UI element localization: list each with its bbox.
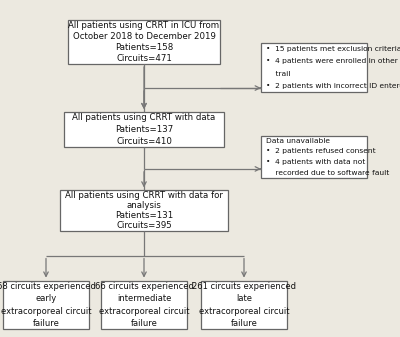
- Text: 261 circuits experienced: 261 circuits experienced: [192, 282, 296, 291]
- Text: late: late: [236, 295, 252, 303]
- Text: All patients using CRRT with data for: All patients using CRRT with data for: [65, 191, 223, 200]
- Text: Circuits=471: Circuits=471: [116, 54, 172, 63]
- Text: Patients=131: Patients=131: [115, 211, 173, 220]
- Text: Patients=158: Patients=158: [115, 43, 173, 52]
- Text: Circuits=410: Circuits=410: [116, 137, 172, 146]
- Text: extracorporeal circuit: extracorporeal circuit: [1, 307, 91, 315]
- Text: recorded due to software fault: recorded due to software fault: [266, 170, 389, 176]
- FancyBboxPatch shape: [60, 190, 228, 231]
- Text: October 2018 to December 2019: October 2018 to December 2019: [72, 32, 216, 41]
- FancyBboxPatch shape: [261, 135, 367, 178]
- Text: Circuits=395: Circuits=395: [116, 221, 172, 230]
- Text: intermediate: intermediate: [117, 295, 171, 303]
- Text: All patients using CRRT with data: All patients using CRRT with data: [72, 114, 216, 122]
- Text: Data unavailable: Data unavailable: [266, 138, 330, 144]
- Text: failure: failure: [130, 319, 158, 328]
- Text: extracorporeal circuit: extracorporeal circuit: [199, 307, 289, 315]
- FancyBboxPatch shape: [261, 43, 367, 92]
- Text: failure: failure: [230, 319, 258, 328]
- Text: •  2 patients with incorrect ID entered: • 2 patients with incorrect ID entered: [266, 83, 400, 89]
- Text: •  15 patients met exclusion criteria: • 15 patients met exclusion criteria: [266, 46, 400, 52]
- FancyBboxPatch shape: [68, 20, 220, 64]
- Text: Patients=137: Patients=137: [115, 125, 173, 134]
- Text: 68 circuits experienced: 68 circuits experienced: [0, 282, 96, 291]
- Text: •  4 patients with data not: • 4 patients with data not: [266, 159, 365, 165]
- FancyBboxPatch shape: [64, 112, 224, 148]
- Text: •  4 patients were enrolled in other: • 4 patients were enrolled in other: [266, 58, 398, 64]
- Text: failure: failure: [32, 319, 60, 328]
- Text: All patients using CRRT in ICU from: All patients using CRRT in ICU from: [68, 21, 220, 30]
- Text: trail: trail: [266, 70, 290, 76]
- Text: early: early: [35, 295, 57, 303]
- Text: analysis: analysis: [126, 201, 162, 210]
- FancyBboxPatch shape: [3, 280, 89, 330]
- FancyBboxPatch shape: [201, 280, 287, 330]
- Text: 66 circuits experienced: 66 circuits experienced: [94, 282, 194, 291]
- Text: •  2 patients refused consent: • 2 patients refused consent: [266, 148, 376, 154]
- FancyBboxPatch shape: [101, 280, 187, 330]
- Text: extracorporeal circuit: extracorporeal circuit: [99, 307, 189, 315]
